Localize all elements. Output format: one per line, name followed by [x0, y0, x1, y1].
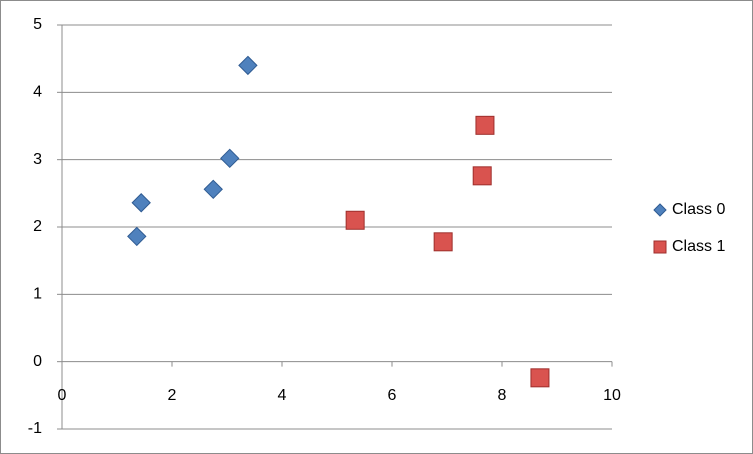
data-point	[472, 166, 492, 186]
y-tick-label: -1	[28, 420, 42, 437]
data-point	[131, 193, 151, 213]
legend-marker	[653, 203, 667, 217]
y-tick-label: 3	[33, 151, 42, 168]
x-tick-label: 10	[603, 387, 621, 404]
x-tick-label: 6	[388, 387, 397, 404]
legend-label: Class 1	[672, 238, 725, 255]
data-point	[127, 226, 147, 247]
data-point	[220, 148, 240, 169]
x-tick-label: 8	[498, 387, 507, 404]
legend-label: Class 0	[672, 201, 725, 218]
y-tick-label: 5	[33, 16, 42, 33]
data-point	[433, 232, 453, 252]
data-point	[530, 368, 550, 388]
x-tick-label: 0	[58, 387, 67, 404]
y-tick-label: 4	[33, 84, 42, 101]
y-tick-label: 0	[33, 353, 42, 370]
x-tick-label: 4	[278, 387, 287, 404]
y-tick-label: 1	[33, 286, 42, 303]
data-point	[238, 55, 258, 76]
data-point	[203, 179, 223, 200]
y-tick-label: 2	[33, 218, 42, 235]
legend-marker	[653, 240, 667, 254]
data-point	[475, 115, 495, 135]
x-tick-label: 2	[168, 387, 177, 404]
data-point	[345, 210, 365, 230]
